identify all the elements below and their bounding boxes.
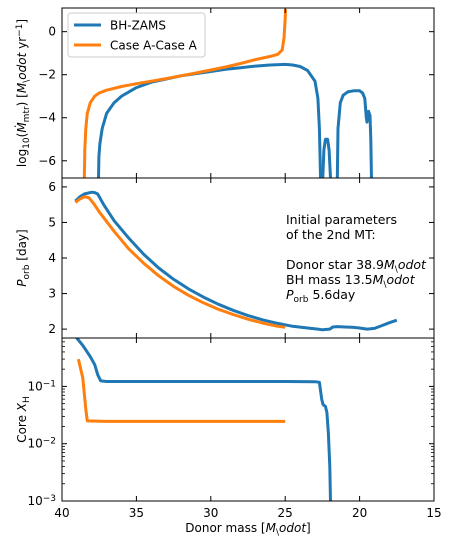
y-tick-label-orbital-period: 6 <box>48 180 56 194</box>
legend: BH-ZAMS Case A-Case A <box>67 12 206 58</box>
y-tick-label-mass-transfer-rate: −6 <box>38 154 56 168</box>
legend-label-bh-zams: BH-ZAMS <box>110 19 166 33</box>
series-line-bh-zams-core-hydrogen <box>74 338 332 501</box>
panel-mass-transfer-rate: −6 −4 −2 0 log10(Ṁmtr) [M\odot yr−1] BH-ZA… <box>14 7 435 179</box>
series-line-case-a-case-a-mass-transfer-rate <box>82 9 287 178</box>
y-tick-label-core-hydrogen: 10−3 <box>27 494 56 508</box>
y-tick-label-core-hydrogen: 10−1 <box>27 379 56 393</box>
annotation-line-1: Initial parameters <box>286 212 397 227</box>
x-tick-label: 15 <box>426 506 441 520</box>
annotation-line-6: Porb 5.6day <box>286 287 356 305</box>
x-axis-label: Donor mass [M\odot] <box>185 521 310 538</box>
y-tick-label-mass-transfer-rate: 0 <box>48 25 56 39</box>
x-tick-label: 30 <box>203 506 218 520</box>
series-line-case-a-case-a-core-hydrogen <box>76 358 286 423</box>
panel-core-hydrogen: 10−3 10−2 10−1 40 35 30 25 20 15 Core XH Donor m… <box>15 337 442 538</box>
y-axis-label-mass-transfer-rate: log10(Ṁmtr) [M\odot yr−1] <box>14 19 32 167</box>
y-tick-label-orbital-period: 3 <box>48 287 56 301</box>
y-tick-label-orbital-period: 5 <box>48 215 56 229</box>
annotation-line-2: of the 2nd MT: <box>286 227 376 242</box>
annotation-line-5: BH mass 13.5M\odot <box>286 272 416 290</box>
series-line-bh-zams-mass-transfer-rate-3 <box>335 89 373 178</box>
y-axis-label-core-hydrogen: Core XH <box>15 396 32 443</box>
panel-frame-core-hydrogen <box>61 337 435 502</box>
x-tick-label: 25 <box>278 506 293 520</box>
y-tick-label-orbital-period: 2 <box>48 322 56 336</box>
y-tick-label-mass-transfer-rate: −2 <box>38 68 56 82</box>
series-line-bh-zams-mass-transfer-rate-1 <box>97 62 323 178</box>
y-axis-label-orbital-period: Porb [day] <box>15 229 32 286</box>
annotation-line-4: Donor star 38.9M\odot <box>286 257 427 275</box>
x-tick-label: 40 <box>54 506 69 520</box>
series-line-bh-zams-mass-transfer-rate-2 <box>321 137 332 178</box>
series-line-case-a-case-a-orbital-period <box>74 195 286 329</box>
legend-label-case-a-case-a: Case A-Case A <box>110 39 198 53</box>
x-tick-label: 35 <box>129 506 144 520</box>
y-tick-label-core-hydrogen: 10−2 <box>27 437 56 451</box>
legend-box <box>67 12 206 58</box>
y-tick-label-mass-transfer-rate: −4 <box>38 111 56 125</box>
series-line-bh-zams-orbital-period <box>74 190 398 332</box>
y-tick-label-orbital-period: 4 <box>48 251 56 265</box>
x-tick-label: 20 <box>352 506 367 520</box>
